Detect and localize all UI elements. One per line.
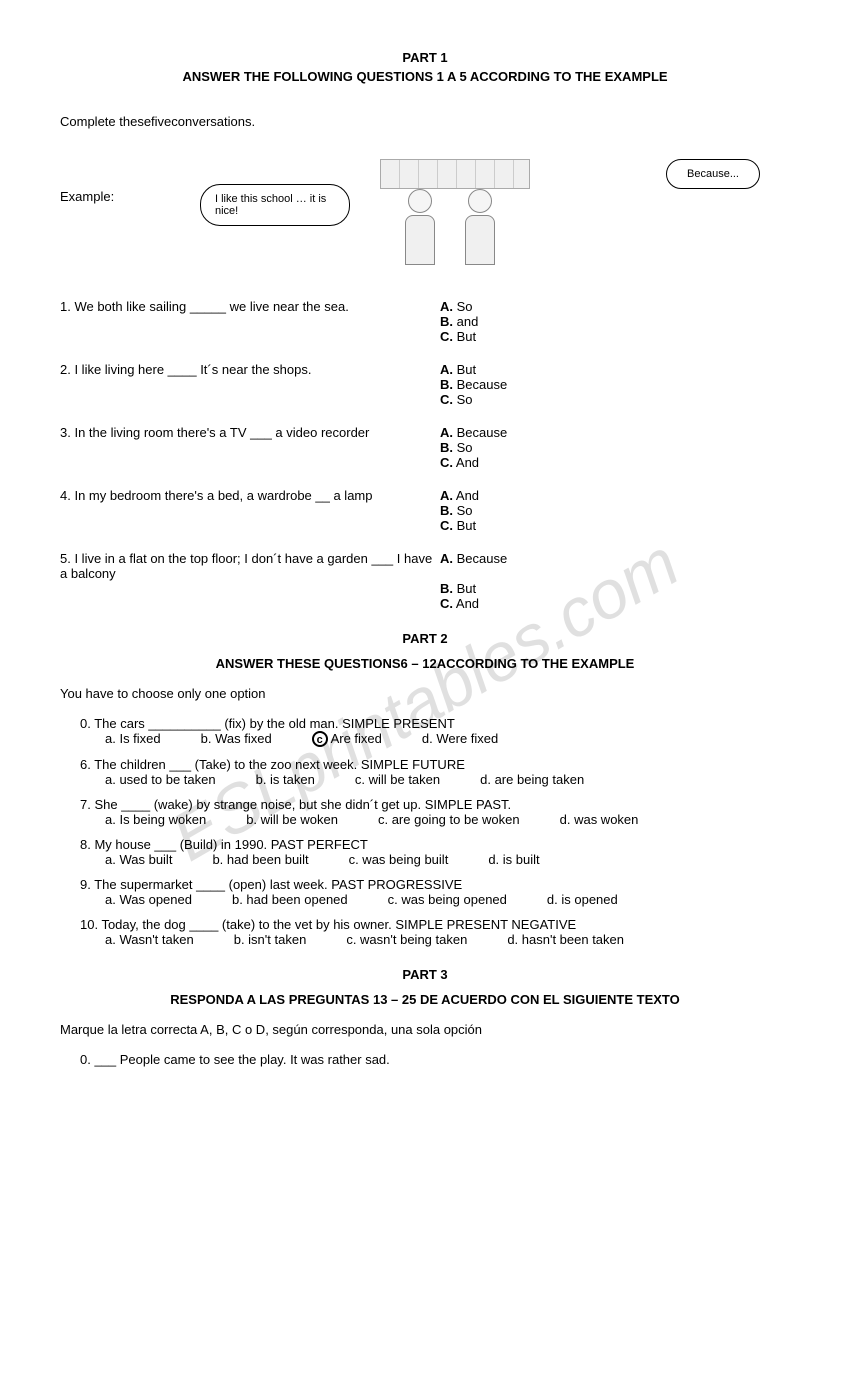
part2-option: c. was being opened: [388, 892, 507, 907]
part2-option: d. was woken: [560, 812, 639, 827]
circled-answer: c: [312, 731, 328, 747]
part2-option: d. is built: [488, 852, 539, 867]
part2-options-row: a. Wasn't taken b. isn't taken c. wasn't b…: [80, 932, 790, 947]
option-line: B. But: [440, 581, 790, 596]
question-block: 1. We both like sailing _____ we live ne…: [60, 299, 790, 344]
document-content: PART 1 ANSWER THE FOLLOWING QUESTIONS 1 …: [60, 50, 790, 1067]
question-text: 2. I like living here ____ It´s near the…: [60, 362, 440, 377]
option-line: C. But: [440, 518, 790, 533]
part2-option: a. Wasn't taken: [105, 932, 194, 947]
part3-q0: 0. ___ People came to see the play. It w…: [60, 1052, 790, 1067]
part2-options-row: a. used to be taken b. is taken c. will be…: [80, 772, 790, 787]
part2-option: c. will be taken: [355, 772, 440, 787]
option-a: A. But: [440, 362, 476, 377]
part3-subtitle: RESPONDA A LAS PREGUNTAS 13 – 25 DE ACUE…: [60, 992, 790, 1007]
question-block: 4. In my bedroom there's a bed, a wardro…: [60, 488, 790, 533]
question-block: 5. I live in a flat on the top floor; I …: [60, 551, 790, 611]
part2-question-block: 9. The supermarket ____ (open) last week…: [60, 877, 790, 907]
part2-option: c. was being built: [349, 852, 449, 867]
part2-option: a. Is being woken: [105, 812, 206, 827]
part3-title: PART 3: [60, 967, 790, 982]
students-figures: [390, 169, 520, 279]
part2-option: a. Was opened: [105, 892, 192, 907]
part2-option: c. wasn't being taken: [346, 932, 467, 947]
part2-option: b. isn't taken: [234, 932, 307, 947]
part1-intro: Complete thesefiveconversations.: [60, 114, 790, 129]
question-text: 4. In my bedroom there's a bed, a wardro…: [60, 488, 440, 503]
part1-questions-container: 1. We both like sailing _____ we live ne…: [60, 299, 790, 611]
option-line: B. Because: [440, 377, 790, 392]
question-block: 3. In the living room there's a TV ___ a…: [60, 425, 790, 470]
option-a: A. Because: [440, 425, 507, 440]
student-right: [460, 189, 500, 269]
part2-option: b. Was fixed: [201, 731, 272, 747]
part2-option: d. are being taken: [480, 772, 584, 787]
part2-option: d. hasn't been taken: [507, 932, 624, 947]
example-label: Example:: [60, 149, 140, 204]
option-line: C. And: [440, 455, 790, 470]
question-text: 1. We both like sailing _____ we live ne…: [60, 299, 440, 314]
part2-question-block: 10. Today, the dog ____ (take) to the ve…: [60, 917, 790, 947]
option-line: B. So: [440, 440, 790, 455]
part2-option: b. had been built: [212, 852, 308, 867]
part2-question-block: 6. The children ___ (Take) to the zoo ne…: [60, 757, 790, 787]
part2-question-text: 9. The supermarket ____ (open) last week…: [80, 877, 790, 892]
part2-question-block: 0. The cars __________ (fix) by the old …: [60, 716, 790, 747]
part2-questions-container: 0. The cars __________ (fix) by the old …: [60, 716, 790, 947]
part2-option: b. had been opened: [232, 892, 348, 907]
part1-subtitle: ANSWER THE FOLLOWING QUESTIONS 1 A 5 ACC…: [60, 69, 790, 84]
part2-question-text: 6. The children ___ (Take) to the zoo ne…: [80, 757, 790, 772]
part2-options-row: a. Was opened b. had been opened c. was be…: [80, 892, 790, 907]
part2-option: b. will be woken: [246, 812, 338, 827]
part2-subtitle: ANSWER THESE QUESTIONS6 – 12ACCORDING TO…: [60, 656, 790, 671]
speech-bubble-left: I like this school … it is nice!: [200, 184, 350, 226]
part1-title: PART 1: [60, 50, 790, 65]
part2-question-text: 0. The cars __________ (fix) by the old …: [80, 716, 790, 731]
part2-options-row: a. Was built b. had been built c. was bein…: [80, 852, 790, 867]
part2-question-block: 8. My house ___ (Build) in 1990. PAST PE…: [60, 837, 790, 867]
part2-question-text: 8. My house ___ (Build) in 1990. PAST PE…: [80, 837, 790, 852]
part2-options-row: a. Is being woken b. will be woken c. are …: [80, 812, 790, 827]
option-a: A. Because: [440, 551, 507, 581]
option-a: A. So: [440, 299, 473, 314]
option-line: C. And: [440, 596, 790, 611]
speech-bubble-right: Because...: [666, 159, 760, 189]
example-row: Example: I like this school … it is nice…: [60, 149, 790, 279]
part2-title: PART 2: [60, 631, 790, 646]
student-left: [400, 189, 440, 269]
part2-question-text: 10. Today, the dog ____ (take) to the ve…: [80, 917, 790, 932]
part2-option: d. is opened: [547, 892, 618, 907]
part2-options-row: a. Is fixed b. Was fixed c Are fixed d. Wer…: [80, 731, 790, 747]
option-line: C. But: [440, 329, 790, 344]
question-block: 2. I like living here ____ It´s near the…: [60, 362, 790, 407]
part3-intro: Marque la letra correcta A, B, C o D, se…: [60, 1022, 790, 1037]
question-text: 3. In the living room there's a TV ___ a…: [60, 425, 440, 440]
part2-question-block: 7. She ____ (wake) by strange noise, but…: [60, 797, 790, 827]
part2-question-text: 7. She ____ (wake) by strange noise, but…: [80, 797, 790, 812]
part2-option: b. is taken: [256, 772, 315, 787]
question-text: 5. I live in a flat on the top floor; I …: [60, 551, 440, 581]
part2-option: a. Was built: [105, 852, 172, 867]
option-line: B. and: [440, 314, 790, 329]
part2-option: d. Were fixed: [422, 731, 498, 747]
option-line: C. So: [440, 392, 790, 407]
part2-option: a. Is fixed: [105, 731, 161, 747]
option-a: A. And: [440, 488, 479, 503]
option-line: B. So: [440, 503, 790, 518]
part2-option: c. are going to be woken: [378, 812, 520, 827]
part2-option: a. used to be taken: [105, 772, 216, 787]
part2-intro: You have to choose only one option: [60, 686, 790, 701]
part2-option: c Are fixed: [312, 731, 382, 747]
example-illustration: I like this school … it is nice! Because…: [140, 149, 790, 279]
